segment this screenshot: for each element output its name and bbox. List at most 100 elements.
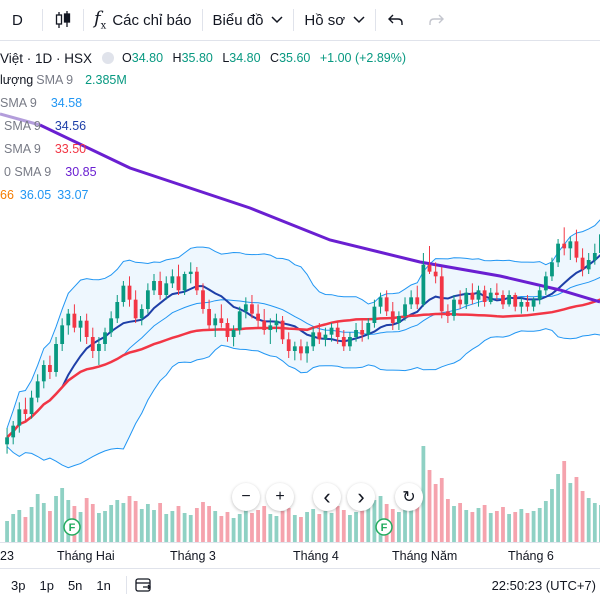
chevron-down-icon	[271, 16, 283, 24]
volume-bar	[329, 513, 334, 542]
legend-volume-row[interactable]: lượng SMA 9 2.385M	[0, 73, 127, 87]
scroll-right-button[interactable]: ›	[347, 483, 375, 511]
legend-bb-row[interactable]: 66 36.05 33.07	[0, 188, 89, 202]
timeframe-1n[interactable]: 1n	[96, 577, 111, 593]
volume-bar	[537, 508, 542, 542]
volume-bar	[354, 512, 358, 542]
volume-bar	[501, 507, 505, 542]
legend-symbol-row[interactable]: Việt · 1D · HSX O34.80 H35.80 L34.80 C35…	[0, 48, 418, 68]
separator	[83, 9, 84, 31]
volume-bar	[415, 507, 420, 542]
candle-body	[348, 337, 352, 347]
volume-bar	[170, 511, 175, 542]
candle-body	[133, 299, 138, 319]
volume-bar	[299, 517, 303, 542]
fx-icon: fx	[94, 8, 107, 32]
candle-body	[403, 304, 407, 316]
candle-body	[409, 297, 414, 305]
candle-body	[341, 337, 346, 347]
ma-line	[6, 298, 600, 439]
scroll-left-button[interactable]: ‹	[313, 483, 341, 511]
candle-body	[201, 290, 205, 309]
volume-bar	[11, 514, 16, 542]
clock-time[interactable]: 22:50:23 (UTC+7)	[491, 578, 596, 593]
legend-ma2-row[interactable]: SMA 9 34.56	[4, 119, 87, 133]
candle-body	[317, 332, 322, 340]
candle-body	[41, 365, 46, 382]
candle-body	[243, 304, 248, 312]
candle-body	[574, 241, 579, 258]
candle-body	[268, 325, 273, 330]
volume-bar	[403, 506, 407, 542]
bottom-bar: 3p 1p 5n 1n 22:50:23 (UTC+7)	[0, 568, 600, 601]
volume-bar	[225, 512, 230, 542]
volume-bar	[90, 504, 95, 542]
legend-ma3-row[interactable]: SMA 9 33.50	[4, 142, 87, 156]
volume-bar	[207, 506, 211, 542]
candle-body	[378, 297, 383, 307]
candle-body	[397, 316, 401, 323]
volume-bar	[525, 513, 530, 542]
candle-body	[421, 264, 426, 305]
candle-body	[543, 276, 548, 291]
ohlc-values: O34.80 H35.80 L34.80 C35.60 +1.00 (+2.89…	[122, 51, 407, 65]
reset-icon: ↻	[402, 489, 416, 506]
candle-body	[525, 302, 530, 307]
volume-bar	[335, 506, 340, 542]
reset-chart-button[interactable]: ↻	[395, 483, 423, 511]
timeframe-3p[interactable]: 3p	[11, 577, 26, 593]
candle-body	[445, 311, 450, 316]
zoom-out-button[interactable]: −	[232, 483, 260, 511]
undo-button[interactable]	[376, 0, 416, 40]
timeframe-5n[interactable]: 5n	[67, 577, 83, 593]
bollinger-bands	[6, 219, 600, 469]
candle-body	[11, 425, 16, 438]
chart-type-dropdown[interactable]: Biểu đồ	[203, 0, 294, 40]
candle-body	[17, 409, 22, 426]
candle-body	[23, 409, 28, 414]
candle-body	[213, 318, 218, 326]
candle-body	[54, 344, 58, 372]
candle-body	[311, 332, 316, 347]
volume-bar	[250, 513, 254, 542]
volume-bar	[188, 515, 193, 542]
legend-ma4-row[interactable]: 0 SMA 9 30.85	[4, 165, 97, 179]
candle-body	[439, 276, 444, 312]
volume-bar	[201, 502, 205, 542]
bollinger-upper	[6, 219, 600, 429]
volume-bar	[213, 511, 218, 542]
volume-bar	[507, 514, 511, 542]
candle-body	[139, 309, 144, 319]
candle-body	[452, 299, 456, 316]
volume-bars	[5, 446, 600, 542]
volume-bar	[139, 509, 144, 542]
candle-body	[470, 292, 475, 300]
volume-bar	[341, 510, 346, 542]
candles	[5, 227, 600, 454]
volume-bar	[292, 515, 297, 542]
volume-bar	[452, 506, 456, 542]
timeframe-1p[interactable]: 1p	[39, 577, 54, 593]
time-axis[interactable]: 23 Tháng Hai Tháng 3 Tháng 4 Tháng Năm T…	[0, 542, 600, 569]
volume-bar	[256, 510, 260, 542]
date-range-icon[interactable]	[135, 577, 153, 593]
candle-body	[127, 285, 132, 300]
volume-bar	[482, 505, 487, 542]
separator	[293, 9, 295, 31]
volume-bar	[409, 501, 414, 542]
symbol-button[interactable]: D	[0, 0, 42, 40]
redo-button[interactable]	[416, 0, 456, 40]
volume-bar	[194, 508, 199, 542]
volume-bar	[366, 505, 371, 542]
chart-style-button[interactable]	[43, 0, 83, 40]
legend-ma1-row[interactable]: SMA 9 34.58	[0, 96, 83, 110]
zoom-in-button[interactable]: +	[266, 483, 294, 511]
profile-dropdown[interactable]: Hồ sơ	[294, 0, 375, 40]
indicators-button[interactable]: fx Các chỉ báo	[84, 0, 202, 40]
candle-body	[176, 276, 181, 291]
volume-bar	[48, 511, 52, 542]
volume-bar	[488, 513, 493, 542]
